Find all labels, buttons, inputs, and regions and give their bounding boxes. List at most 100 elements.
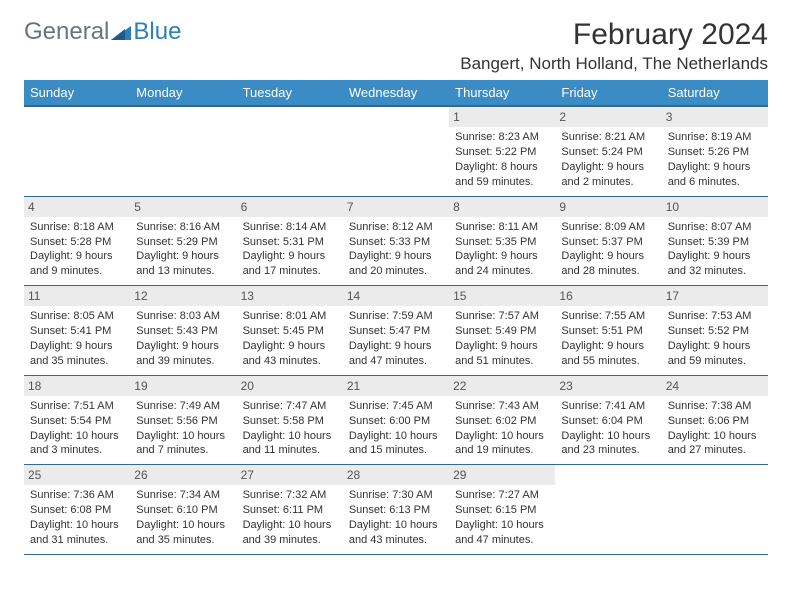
day-number: 10	[662, 197, 768, 217]
calendar-week-row: 25Sunrise: 7:36 AMSunset: 6:08 PMDayligh…	[24, 465, 768, 555]
weekday-saturday: Saturday	[662, 80, 768, 106]
sunrise-text: Sunrise: 8:23 AM	[455, 130, 549, 145]
daylight-text: Daylight: 9 hours and 24 minutes.	[455, 249, 549, 279]
day-number: 19	[130, 376, 236, 396]
daylight-text: Daylight: 10 hours and 27 minutes.	[668, 429, 762, 459]
title-block: February 2024 Bangert, North Holland, Th…	[460, 18, 768, 74]
sunset-text: Sunset: 5:54 PM	[30, 414, 124, 429]
daylight-text: Daylight: 9 hours and 35 minutes.	[30, 339, 124, 369]
day-number: 29	[449, 465, 555, 485]
calendar-day-cell	[237, 106, 343, 196]
day-number: 15	[449, 286, 555, 306]
sunrise-text: Sunrise: 7:38 AM	[668, 399, 762, 414]
calendar-day-cell: 11Sunrise: 8:05 AMSunset: 5:41 PMDayligh…	[24, 286, 130, 376]
weekday-friday: Friday	[555, 80, 661, 106]
sunrise-text: Sunrise: 7:49 AM	[136, 399, 230, 414]
calendar-day-cell: 6Sunrise: 8:14 AMSunset: 5:31 PMDaylight…	[237, 196, 343, 286]
daylight-text: Daylight: 9 hours and 51 minutes.	[455, 339, 549, 369]
weekday-monday: Monday	[130, 80, 236, 106]
day-number: 1	[449, 107, 555, 127]
day-number: 5	[130, 197, 236, 217]
sunset-text: Sunset: 5:56 PM	[136, 414, 230, 429]
sunrise-text: Sunrise: 7:51 AM	[30, 399, 124, 414]
calendar-day-cell: 13Sunrise: 8:01 AMSunset: 5:45 PMDayligh…	[237, 286, 343, 376]
day-number: 11	[24, 286, 130, 306]
calendar-week-row: 18Sunrise: 7:51 AMSunset: 5:54 PMDayligh…	[24, 375, 768, 465]
calendar-day-cell	[662, 465, 768, 555]
sunrise-text: Sunrise: 8:21 AM	[561, 130, 655, 145]
calendar-week-row: 4Sunrise: 8:18 AMSunset: 5:28 PMDaylight…	[24, 196, 768, 286]
sunset-text: Sunset: 6:15 PM	[455, 503, 549, 518]
sunset-text: Sunset: 6:02 PM	[455, 414, 549, 429]
calendar-day-cell: 21Sunrise: 7:45 AMSunset: 6:00 PMDayligh…	[343, 375, 449, 465]
sunrise-text: Sunrise: 7:36 AM	[30, 488, 124, 503]
sunset-text: Sunset: 6:06 PM	[668, 414, 762, 429]
daylight-text: Daylight: 9 hours and 2 minutes.	[561, 160, 655, 190]
daylight-text: Daylight: 10 hours and 11 minutes.	[243, 429, 337, 459]
calendar-day-cell: 25Sunrise: 7:36 AMSunset: 6:08 PMDayligh…	[24, 465, 130, 555]
day-number: 28	[343, 465, 449, 485]
sunset-text: Sunset: 5:22 PM	[455, 145, 549, 160]
sunset-text: Sunset: 5:28 PM	[30, 235, 124, 250]
sunset-text: Sunset: 6:08 PM	[30, 503, 124, 518]
logo-triangle-icon	[111, 24, 131, 40]
day-number: 21	[343, 376, 449, 396]
calendar-day-cell: 14Sunrise: 7:59 AMSunset: 5:47 PMDayligh…	[343, 286, 449, 376]
sunset-text: Sunset: 5:24 PM	[561, 145, 655, 160]
weekday-wednesday: Wednesday	[343, 80, 449, 106]
weekday-thursday: Thursday	[449, 80, 555, 106]
day-number: 6	[237, 197, 343, 217]
daylight-text: Daylight: 10 hours and 31 minutes.	[30, 518, 124, 548]
sunrise-text: Sunrise: 7:59 AM	[349, 309, 443, 324]
calendar-day-cell: 2 Sunrise: 8:21 AMSunset: 5:24 PMDaylight…	[555, 106, 661, 196]
sunset-text: Sunset: 5:37 PM	[561, 235, 655, 250]
calendar-day-cell: 19Sunrise: 7:49 AMSunset: 5:56 PMDayligh…	[130, 375, 236, 465]
sunset-text: Sunset: 6:10 PM	[136, 503, 230, 518]
day-number: 9	[555, 197, 661, 217]
sunset-text: Sunset: 5:58 PM	[243, 414, 337, 429]
daylight-text: Daylight: 9 hours and 55 minutes.	[561, 339, 655, 369]
logo-text-blue: Blue	[133, 18, 181, 46]
sunset-text: Sunset: 6:04 PM	[561, 414, 655, 429]
day-number: 2	[555, 107, 661, 127]
day-number: 22	[449, 376, 555, 396]
calendar-day-cell: 4Sunrise: 8:18 AMSunset: 5:28 PMDaylight…	[24, 196, 130, 286]
sunset-text: Sunset: 5:49 PM	[455, 324, 549, 339]
sunrise-text: Sunrise: 8:11 AM	[455, 220, 549, 235]
sunset-text: Sunset: 5:47 PM	[349, 324, 443, 339]
daylight-text: Daylight: 9 hours and 47 minutes.	[349, 339, 443, 369]
sunrise-text: Sunrise: 8:18 AM	[30, 220, 124, 235]
daylight-text: Daylight: 9 hours and 28 minutes.	[561, 249, 655, 279]
calendar-day-cell	[555, 465, 661, 555]
day-number: 8	[449, 197, 555, 217]
calendar-body: 1 Sunrise: 8:23 AMSunset: 5:22 PM Daylight…	[24, 106, 768, 554]
daylight-text: Daylight: 10 hours and 35 minutes.	[136, 518, 230, 548]
calendar-day-cell: 15Sunrise: 7:57 AMSunset: 5:49 PMDayligh…	[449, 286, 555, 376]
day-number: 27	[237, 465, 343, 485]
day-number: 16	[555, 286, 661, 306]
calendar-week-row: 1 Sunrise: 8:23 AMSunset: 5:22 PM Daylight…	[24, 106, 768, 196]
sunrise-text: Sunrise: 8:03 AM	[136, 309, 230, 324]
daylight-text: Daylight: 10 hours and 3 minutes.	[30, 429, 124, 459]
day-number: 12	[130, 286, 236, 306]
daylight-text: Daylight: 9 hours and 43 minutes.	[243, 339, 337, 369]
calendar-week-row: 11Sunrise: 8:05 AMSunset: 5:41 PMDayligh…	[24, 286, 768, 376]
day-number: 7	[343, 197, 449, 217]
calendar-day-cell: 10Sunrise: 8:07 AMSunset: 5:39 PMDayligh…	[662, 196, 768, 286]
daylight-text: Daylight: 10 hours and 39 minutes.	[243, 518, 337, 548]
weekday-sunday: Sunday	[24, 80, 130, 106]
weekday-header-row: Sunday Monday Tuesday Wednesday Thursday…	[24, 80, 768, 106]
day-number: 24	[662, 376, 768, 396]
sunset-text: Sunset: 6:11 PM	[243, 503, 337, 518]
sunrise-text: Sunrise: 7:53 AM	[668, 309, 762, 324]
day-number: 3	[662, 107, 768, 127]
day-number: 17	[662, 286, 768, 306]
sunset-text: Sunset: 5:26 PM	[668, 145, 762, 160]
sunrise-text: Sunrise: 7:55 AM	[561, 309, 655, 324]
logo: General Blue	[24, 18, 181, 46]
daylight-text: Daylight: 10 hours and 19 minutes.	[455, 429, 549, 459]
day-number: 20	[237, 376, 343, 396]
sunset-text: Sunset: 5:31 PM	[243, 235, 337, 250]
sunrise-text: Sunrise: 8:12 AM	[349, 220, 443, 235]
calendar-day-cell: 23Sunrise: 7:41 AMSunset: 6:04 PMDayligh…	[555, 375, 661, 465]
